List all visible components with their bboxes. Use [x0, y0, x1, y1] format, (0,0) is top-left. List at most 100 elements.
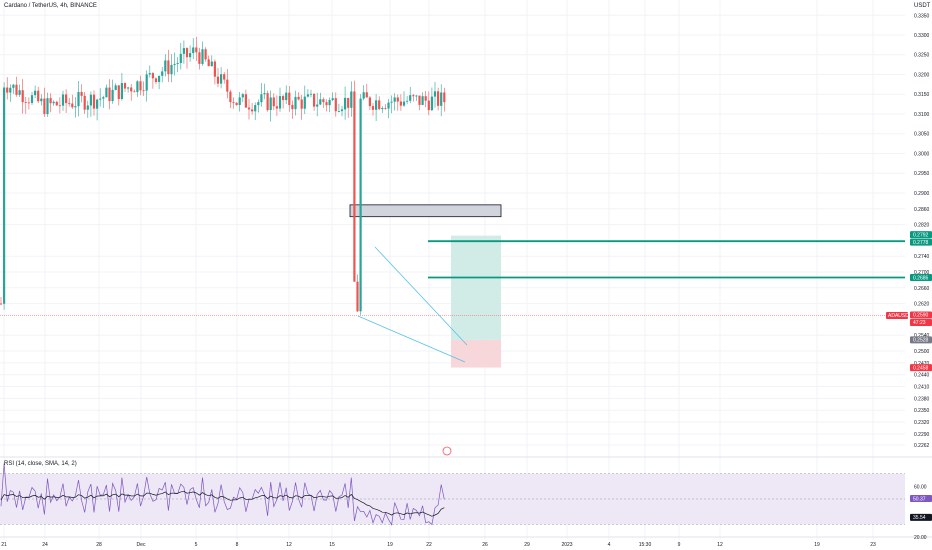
candle-body — [247, 107, 251, 110]
candle-body — [111, 89, 114, 102]
candle-body — [37, 90, 40, 102]
y-tick-label: 0.2700 — [914, 270, 930, 276]
rsi-tag-50-37-bg — [910, 495, 932, 503]
candle-body — [55, 101, 58, 106]
candle-body — [328, 100, 331, 106]
tag-0-2792: 0.2792 — [910, 231, 932, 238]
candle-body — [127, 87, 130, 89]
candle-body — [381, 107, 384, 110]
y-tick-label: 0.2620 — [914, 302, 930, 308]
candle-body — [210, 61, 213, 67]
annotations — [0, 240, 905, 456]
candle-body — [96, 99, 99, 109]
candle-body — [424, 96, 427, 101]
candle-body — [430, 96, 433, 111]
countdown-tag-text: 47:23 — [913, 320, 926, 326]
candle-body — [21, 90, 24, 103]
candle-body — [406, 100, 409, 102]
x-tick-label: 19 — [814, 542, 820, 548]
tag-0-2590-bg — [910, 311, 932, 319]
candle-body — [18, 90, 21, 95]
candle-body — [331, 98, 334, 101]
rsi-pane — [0, 463, 905, 526]
candle-body — [443, 92, 446, 103]
candle-body — [285, 92, 288, 101]
chart-title: Cardano / TetherUS, 4h, BINANCE — [4, 3, 97, 9]
x-tick-label: 15:30 — [639, 542, 652, 548]
y-tick-label: 0.2950 — [914, 171, 930, 177]
candle-body — [241, 94, 244, 98]
candle-body — [399, 101, 402, 106]
x-tick-label: 26 — [482, 542, 488, 548]
candle-body — [313, 93, 316, 107]
candle-body — [83, 95, 86, 110]
y-tick-label: 0.3050 — [914, 132, 930, 138]
symbol-tag-text: ADAUSDT — [888, 313, 912, 319]
x-tick-label: 12 — [286, 542, 292, 548]
candle-body — [164, 60, 167, 72]
x-tick-label: 22 — [426, 542, 432, 548]
supply-zone — [349, 204, 502, 218]
candle-body — [52, 101, 55, 104]
candle-body — [185, 48, 189, 58]
rsi-tag-35-54-bg — [910, 513, 932, 521]
tag-0-2528-text: 0.2528 — [913, 338, 929, 344]
candle-body — [58, 105, 61, 107]
y-tick-label: 0.3350 — [914, 13, 930, 19]
candle-body — [309, 93, 313, 95]
candle-body — [176, 62, 179, 64]
candle-body — [356, 281, 359, 312]
x-tick-label: 5 — [195, 542, 198, 548]
candle-body — [306, 94, 309, 97]
candle-body — [334, 98, 337, 112]
x-tick-label: 15 — [329, 542, 335, 548]
candle-body — [105, 87, 108, 98]
candle-body — [303, 96, 306, 109]
candle-body — [322, 99, 325, 103]
candle-body — [257, 102, 260, 106]
candle-body — [3, 87, 6, 304]
candle-body — [154, 78, 158, 83]
countdown-tag: 47:23 — [910, 318, 932, 326]
candle-body — [440, 92, 443, 106]
candle-body — [235, 102, 238, 105]
candle-body — [282, 96, 285, 101]
time-axis[interactable]: 21 24 28 Dec 5 8 12 15 19 22 26 29 2023 4 15:30 9 12 19 23 — [1, 542, 876, 548]
candle-body — [220, 74, 223, 84]
x-tick-label: 8 — [236, 542, 239, 548]
y-tick-label: 0.3000 — [914, 151, 930, 157]
candle-body — [300, 99, 303, 109]
candle-body — [136, 81, 139, 93]
candle-body — [433, 91, 437, 97]
candle-body — [195, 47, 198, 53]
candle-body — [269, 97, 272, 111]
candle-body — [390, 101, 393, 103]
y-tick-label: 0.3100 — [914, 112, 930, 118]
candle-body — [27, 102, 30, 104]
tag-0-2458-text: 0.2458 — [913, 365, 929, 371]
x-tick-label: 28 — [96, 542, 102, 548]
candle-body — [319, 99, 322, 105]
symbol-tag-bg — [886, 311, 908, 319]
candle-body — [291, 104, 294, 110]
y-tick-label: 0.2500 — [914, 349, 930, 355]
countdown-tag-bg — [910, 318, 932, 326]
y-tick-label: 0.2860 — [914, 207, 930, 213]
candle-body — [226, 79, 229, 92]
y-tick-label: 0.2262 — [914, 443, 930, 449]
candle-body — [387, 102, 390, 109]
y-tick-label: 0.2740 — [914, 254, 930, 260]
candle-body — [393, 97, 396, 102]
tag-0-2686-bg — [910, 274, 932, 282]
candle-body — [201, 49, 204, 64]
candle-body — [409, 95, 412, 101]
candle-body — [204, 49, 207, 60]
candle-body — [192, 47, 195, 54]
candle-body — [344, 97, 347, 110]
candle-body — [384, 107, 387, 109]
candle-body — [71, 103, 74, 108]
stop-zone — [451, 339, 501, 368]
price-axis[interactable]: 0.3350 0.3300 0.3250 0.3200 0.3150 0.3100 0.30… — [914, 13, 930, 541]
